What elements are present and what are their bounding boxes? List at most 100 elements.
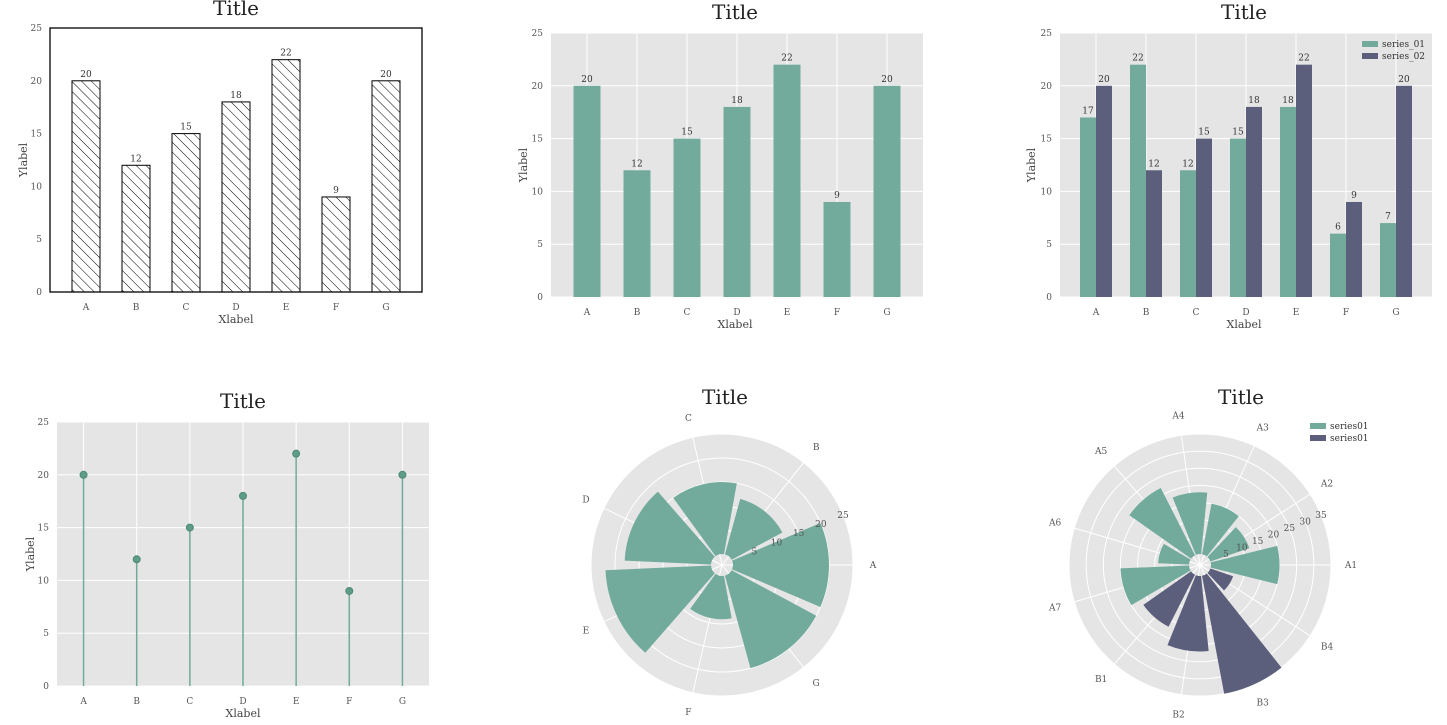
chart-5-wedge-E <box>605 565 715 653</box>
chart-4-stem: Title 0 5 10 15 20 25 A B C D E F G Xlabel Ylabel <box>24 389 429 720</box>
chart-5-rtick-label: 15 <box>793 529 805 539</box>
chart-3-bar-series_01-C <box>1180 170 1196 297</box>
chart-6-category-label: B3 <box>1257 698 1270 708</box>
chart-1-data-label: 15 <box>180 123 192 133</box>
chart-5-category-label: D <box>582 495 589 505</box>
chart-1-xlabel: Xlabel <box>219 313 254 326</box>
chart-3-grouped-bar: Title 0 5 10 15 20 25 A B C D E F G 17 22 12 15 18 6 7 20 12 1… <box>1025 0 1432 331</box>
chart-3-data-label: 6 <box>1335 223 1341 233</box>
chart-2-bar-A <box>573 85 601 297</box>
chart-2-ytick-label: 5 <box>537 240 543 250</box>
chart-2-ytick-label: 25 <box>532 29 544 39</box>
chart-1-ytick-label: 20 <box>31 77 43 87</box>
chart-5-wedge-D <box>624 491 715 565</box>
chart-3-data-label: 15 <box>1232 128 1244 138</box>
chart-3-bar-series_01-A <box>1080 117 1096 297</box>
chart-1-bar-F <box>321 196 351 293</box>
chart-2-xtick-label: G <box>883 308 890 318</box>
chart-1-data-label: 9 <box>333 186 339 196</box>
chart-4-marker-G <box>398 470 407 479</box>
chart-3-data-label: 15 <box>1198 128 1210 138</box>
chart-3-bar-series_01-E <box>1280 106 1296 297</box>
chart-4-xtick-label: F <box>346 697 352 707</box>
chart-6-rtick-label: 5 <box>1223 550 1229 560</box>
chart-3-xtick-label: G <box>1392 308 1399 318</box>
chart-3-xtick-label: D <box>1242 308 1249 318</box>
chart-5-wedge-F <box>690 573 732 620</box>
chart-1-data-label: 20 <box>80 70 92 80</box>
chart-3-data-label: 20 <box>1398 75 1410 85</box>
chart-6-category-label: A7 <box>1048 604 1061 614</box>
chart-6-wedge-A7 <box>1120 565 1191 606</box>
chart-6-wedge-A1 <box>1210 545 1280 585</box>
chart-3-bar-series_02-E <box>1296 64 1312 298</box>
chart-6-legend-label-1: series01 <box>1330 422 1369 432</box>
chart-1-data-label: 22 <box>280 49 291 59</box>
chart-6-wedge-A6 <box>1158 543 1191 565</box>
chart-5-title: Title <box>702 385 748 409</box>
chart-1-ytick-label: 0 <box>36 288 42 298</box>
chart-6-wedge-B4 <box>1207 568 1234 591</box>
chart-2-xtick-label: E <box>784 308 791 318</box>
chart-3-ytick-label: 20 <box>1041 82 1053 92</box>
chart-2-bar-F <box>823 201 851 297</box>
chart-3-plot: 0 5 10 15 20 25 A B C D E F G 17 22 12 15 18 6 7 20 12 15 18 22 9… <box>1041 29 1432 318</box>
chart-6-wedge-B2 <box>1167 575 1209 652</box>
chart-3-data-label: 7 <box>1385 212 1391 222</box>
chart-2-bar-D <box>723 106 751 297</box>
chart-1-bar-C <box>171 133 201 293</box>
chart-3-data-label: 17 <box>1082 106 1094 116</box>
chart-2-bar-G <box>873 85 901 297</box>
chart-3-data-label: 20 <box>1098 75 1110 85</box>
chart-3-legend-swatch-2 <box>1362 53 1378 59</box>
chart-4-marker-E <box>292 449 301 458</box>
chart-5-rtick-label: 10 <box>771 538 783 548</box>
chart-6-legend-label-2: series01 <box>1330 434 1369 444</box>
chart-2-xtick-label: F <box>834 308 840 318</box>
chart-1-bar-D <box>221 101 251 293</box>
chart-2-ytick-label: 0 <box>537 293 543 303</box>
chart-4-xtick-label: G <box>399 697 406 707</box>
chart-4-xtick-label: C <box>186 697 193 707</box>
chart-3-legend: series_01 series_02 <box>1362 40 1425 62</box>
chart-4-xtick-label: A <box>79 697 87 707</box>
chart-3-legend-swatch-1 <box>1362 41 1378 47</box>
chart-1-plot: 0 5 10 15 20 25 A B C D E F G 20 12 15 18 22 9 20 <box>31 24 401 313</box>
chart-3-bar-series_02-B <box>1146 170 1162 297</box>
chart-1-hatched-bar: Title 0 5 10 15 20 25 A B C D E F G 20 12 15 18 22 9 20 Xla… <box>17 0 423 326</box>
chart-3-data-label: 22 <box>1298 54 1309 64</box>
chart-6-category-label: B4 <box>1321 643 1334 653</box>
chart-2-data-label: 12 <box>631 159 642 169</box>
chart-4-ytick-label: 10 <box>38 576 50 586</box>
chart-3-bar-series_02-D <box>1246 106 1262 297</box>
chart-1-xtick-label: D <box>232 303 239 313</box>
chart-5-wedge-A <box>732 522 829 608</box>
chart-6-wedge-A3 <box>1202 503 1239 557</box>
chart-6-wedge-A5 <box>1129 487 1196 559</box>
chart-4-ytick-label: 5 <box>43 629 49 639</box>
chart-4-title: Title <box>220 389 266 413</box>
chart-4-ytick-label: 25 <box>38 418 50 428</box>
chart-1-bar-E <box>271 59 301 293</box>
chart-1-ylabel: Ylabel <box>17 142 30 178</box>
chart-5-category-label: F <box>685 708 691 718</box>
chart-1-bar-G <box>371 80 401 293</box>
chart-3-xlabel: Xlabel <box>1227 318 1262 331</box>
chart-3-xtick-label: A <box>1092 308 1100 318</box>
chart-3-data-label: 22 <box>1132 54 1143 64</box>
chart-5-category-label: B <box>813 443 820 453</box>
chart-4-marker-A <box>79 470 88 479</box>
chart-3-bar-series_01-D <box>1230 138 1246 297</box>
chart-1-bar-A <box>71 80 101 293</box>
chart-4-marker-D <box>239 491 247 500</box>
chart-3-xtick-label: C <box>1193 308 1200 318</box>
chart-6-legend: series01 series01 <box>1310 422 1369 444</box>
chart-3-data-label: 12 <box>1148 159 1159 169</box>
chart-3-data-label: 18 <box>1248 96 1260 106</box>
chart-6-wedge-B1 <box>1143 571 1196 627</box>
chart-6-legend-swatch-1 <box>1310 423 1326 429</box>
chart-5-plot: 5 10 15 20 25 A B C D E F G <box>582 414 876 718</box>
chart-1-xtick-label: C <box>183 303 190 313</box>
chart-2-data-label: 15 <box>681 128 693 138</box>
chart-6-rtick-label: 20 <box>1268 531 1280 541</box>
